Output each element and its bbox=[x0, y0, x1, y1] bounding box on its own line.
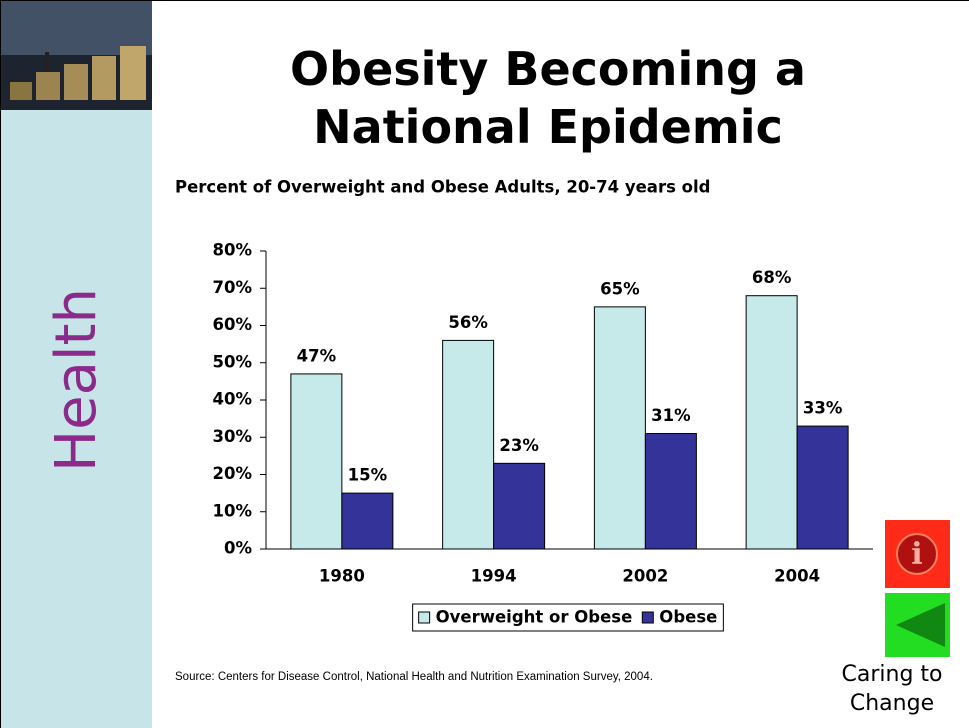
info-button[interactable]: i bbox=[885, 520, 950, 588]
value-label: 65% bbox=[600, 279, 640, 298]
y-tick-label: 50% bbox=[213, 352, 253, 371]
bar bbox=[644, 433, 697, 550]
x-tick-label: 1980 bbox=[319, 567, 365, 586]
legend-label: Obese bbox=[659, 608, 717, 627]
value-label: 68% bbox=[752, 268, 792, 287]
chart-subtitle: Percent of Overweight and Obese Adults, … bbox=[175, 178, 710, 197]
svg-text:i: i bbox=[911, 537, 922, 572]
y-tick-label: 80% bbox=[213, 241, 253, 260]
y-tick-label: 70% bbox=[213, 278, 253, 297]
legend-label: Overweight or Obese bbox=[436, 608, 633, 627]
bar bbox=[796, 425, 849, 550]
coins-image bbox=[0, 0, 152, 110]
value-label: 31% bbox=[651, 406, 691, 425]
bar bbox=[593, 306, 646, 550]
value-label: 23% bbox=[499, 436, 539, 455]
y-tick-label: 20% bbox=[213, 464, 253, 483]
source-note: Source: Centers for Disease Control, Nat… bbox=[175, 671, 653, 683]
value-label: 47% bbox=[297, 346, 337, 365]
sidebar bbox=[0, 0, 152, 728]
x-tick-label: 1994 bbox=[471, 567, 517, 586]
y-tick-label: 10% bbox=[213, 501, 253, 520]
legend-swatch bbox=[418, 611, 431, 624]
back-button[interactable] bbox=[885, 593, 950, 657]
slide-title: Obesity Becoming a National Epidemic bbox=[290, 42, 806, 154]
y-tick-label: 0% bbox=[224, 539, 252, 558]
value-label: 15% bbox=[348, 466, 388, 485]
value-label: 33% bbox=[803, 399, 843, 418]
value-label: 56% bbox=[448, 313, 488, 332]
y-tick-label: 60% bbox=[213, 315, 253, 334]
y-tick-label: 40% bbox=[213, 390, 253, 409]
bar bbox=[745, 295, 798, 550]
y-tick-label: 30% bbox=[213, 427, 253, 446]
x-tick-label: 2002 bbox=[622, 567, 668, 586]
x-tick-label: 2004 bbox=[774, 567, 820, 586]
legend bbox=[412, 603, 724, 632]
bar bbox=[290, 373, 343, 550]
footer-label: Caring to Change bbox=[841, 662, 943, 716]
sidebar-label: Health bbox=[44, 288, 109, 472]
bar bbox=[442, 339, 495, 550]
legend-swatch bbox=[641, 611, 654, 624]
bar bbox=[341, 492, 394, 550]
bar bbox=[493, 462, 546, 550]
